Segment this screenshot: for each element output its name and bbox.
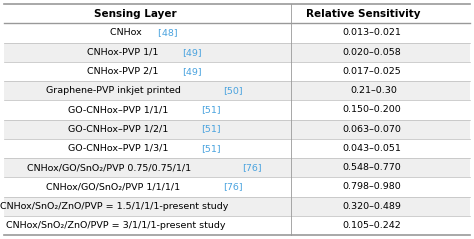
Text: [76]: [76]: [243, 163, 262, 172]
Text: CNHox/GO/SnO₂/PVP 1/1/1/1: CNHox/GO/SnO₂/PVP 1/1/1/1: [46, 182, 183, 191]
Bar: [4, 4, 470, 23]
Bar: [4, 100, 470, 120]
Text: CNHox-PVP 1/1: CNHox-PVP 1/1: [87, 48, 161, 57]
Text: Graphene-PVP inkjet printed: Graphene-PVP inkjet printed: [46, 86, 183, 95]
Text: 0.21–0.30: 0.21–0.30: [350, 86, 397, 95]
Text: 0.105–0.242: 0.105–0.242: [342, 221, 401, 230]
Text: 0.150–0.200: 0.150–0.200: [342, 105, 401, 114]
Text: 0.548–0.770: 0.548–0.770: [342, 163, 401, 172]
Bar: [4, 43, 470, 62]
Text: CNHox/GO/SnO₂/PVP 0.75/0.75/1/1: CNHox/GO/SnO₂/PVP 0.75/0.75/1/1: [27, 163, 194, 172]
Text: CNHox-PVP 2/1: CNHox-PVP 2/1: [87, 67, 161, 76]
Text: [51]: [51]: [201, 105, 221, 114]
Bar: [4, 23, 470, 43]
Text: GO-CNHox–PVP 1/2/1: GO-CNHox–PVP 1/2/1: [68, 125, 171, 134]
Bar: [4, 177, 470, 196]
Text: [76]: [76]: [223, 182, 243, 191]
Text: [48]: [48]: [155, 28, 178, 37]
Text: 0.013–0.021: 0.013–0.021: [342, 28, 401, 37]
Bar: [4, 139, 470, 158]
Text: [51]: [51]: [201, 144, 221, 153]
Text: 0.017–0.025: 0.017–0.025: [342, 67, 401, 76]
Bar: [4, 81, 470, 100]
Text: 0.043–0.051: 0.043–0.051: [342, 144, 401, 153]
Text: [50]: [50]: [224, 86, 243, 95]
Text: [49]: [49]: [182, 48, 202, 57]
Text: GO-CNHox–PVP 1/3/1: GO-CNHox–PVP 1/3/1: [68, 144, 171, 153]
Bar: [4, 196, 470, 216]
Text: 0.063–0.070: 0.063–0.070: [342, 125, 401, 134]
Text: [49]: [49]: [182, 67, 202, 76]
Text: 0.020–0.058: 0.020–0.058: [342, 48, 401, 57]
Bar: [4, 216, 470, 235]
Text: Relative Sensitivity: Relative Sensitivity: [306, 9, 421, 19]
Text: [51]: [51]: [201, 125, 221, 134]
Bar: [4, 120, 470, 139]
Text: CNHox: CNHox: [110, 28, 145, 37]
Text: CNHox/SnO₂/ZnO/PVP = 3/1/1/1-present study: CNHox/SnO₂/ZnO/PVP = 3/1/1/1-present stu…: [6, 221, 225, 230]
Text: 0.320–0.489: 0.320–0.489: [342, 202, 401, 211]
Text: CNHox/SnO₂/ZnO/PVP = 1.5/1/1/1-present study: CNHox/SnO₂/ZnO/PVP = 1.5/1/1/1-present s…: [0, 202, 228, 211]
Bar: [4, 158, 470, 177]
Text: GO-CNHox–PVP 1/1/1: GO-CNHox–PVP 1/1/1: [68, 105, 171, 114]
Text: Sensing Layer: Sensing Layer: [94, 9, 177, 19]
Text: 0.798–0.980: 0.798–0.980: [342, 182, 401, 191]
Bar: [4, 62, 470, 81]
